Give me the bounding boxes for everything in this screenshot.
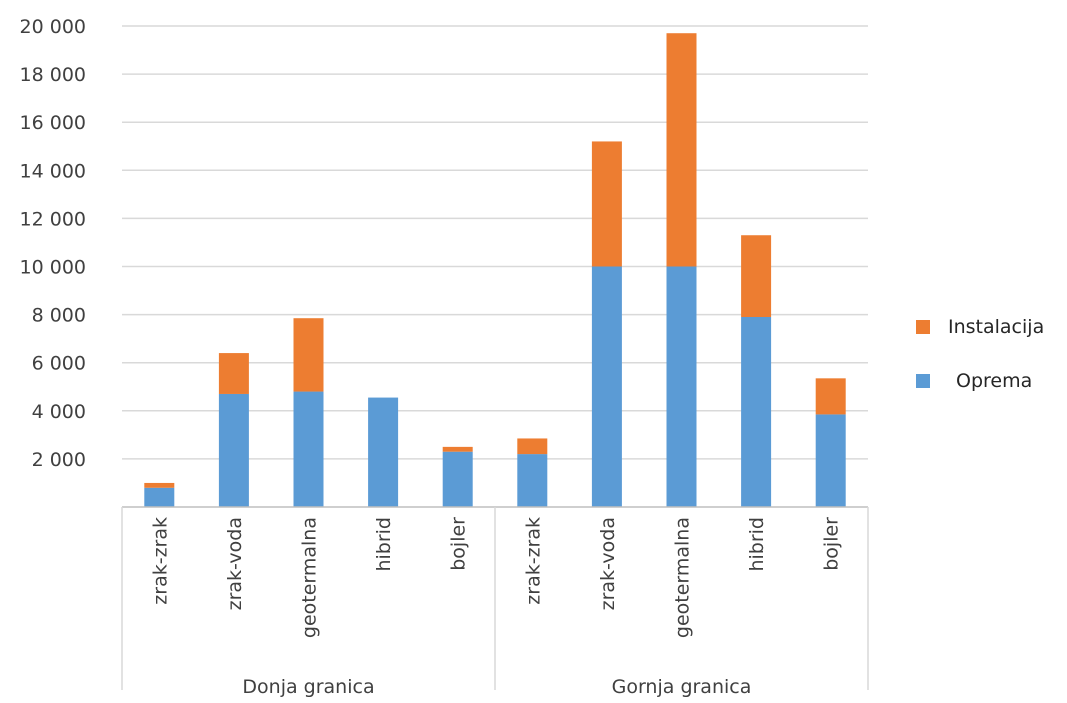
legend-item-oprema: Oprema [916,366,1044,396]
y-tick-label: 10 000 [20,257,86,279]
group-label: Gornja granica [612,676,752,698]
bar-oprema [293,391,324,507]
x-category-label: bojler [821,517,843,571]
bar-oprema [144,487,175,507]
y-tick-label: 8 000 [32,305,86,327]
x-category-label: hibrid [746,517,768,572]
x-category-label: bojler [448,517,470,571]
bar-oprema [442,451,473,507]
legend-label-instalacija: Instalacija [948,316,1045,338]
bar-oprema [741,317,772,507]
bar-oprema [591,266,622,507]
x-category-label: zrak-zrak [522,517,544,605]
y-tick-label: 2 000 [32,449,86,471]
y-tick-label: 16 000 [20,112,86,134]
bar-instalacija [517,438,548,455]
bar-oprema [815,414,846,507]
x-category-label: zrak-voda [224,517,246,610]
bar-oprema [368,397,399,507]
bar-instalacija [144,482,175,488]
x-category-label: geotermalna [672,517,694,638]
bar-oprema [666,266,697,507]
x-category-label: geotermalna [299,517,321,638]
x-category-label: zrak-voda [597,517,619,610]
bar-instalacija [293,318,324,392]
y-tick-label: 4 000 [32,401,86,423]
legend-label-oprema: Oprema [956,370,1033,392]
y-tick-label: 14 000 [20,160,86,182]
bar-instalacija [741,235,772,318]
legend: Instalacija Oprema [916,312,1044,420]
y-tick-label: 6 000 [32,353,86,375]
y-tick-label: 18 000 [20,64,86,86]
group-label: Donja granica [242,676,374,698]
legend-swatch-oprema [916,374,930,388]
bar-instalacija [218,353,249,394]
legend-item-instalacija: Instalacija [916,312,1044,342]
x-category-label: zrak-zrak [149,517,171,605]
y-tick-label: 20 000 [20,16,86,38]
bar-oprema [517,454,548,507]
bar-oprema [218,393,249,507]
y-tick-label: 12 000 [20,208,86,230]
bar-instalacija [666,33,697,267]
x-category-label: hibrid [373,517,395,572]
legend-swatch-instalacija [916,320,930,334]
bar-instalacija [442,446,473,452]
bar-instalacija [591,141,622,267]
bar-instalacija [815,378,846,415]
